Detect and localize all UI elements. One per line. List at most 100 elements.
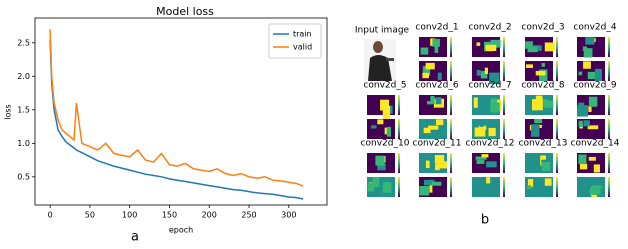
layer-label: conv2d_13 [519,139,568,149]
map-blob [531,124,540,137]
map-blob [430,96,435,104]
feature-map [525,37,558,57]
map-blob [583,48,593,58]
map-blob [382,182,392,193]
map-blob [589,188,601,195]
colorbar [556,61,558,81]
colorbar [398,177,400,197]
feature-map [525,153,558,173]
map-blob [578,120,583,128]
feature-map [419,37,452,57]
layer-label: conv2d_7 [468,81,511,91]
map-blob [420,47,429,55]
x-tick-label: 0 [48,211,53,220]
map-blob [578,102,585,109]
map-blob [538,124,542,128]
map-blob [476,69,481,76]
feature-map [577,37,610,58]
feature-map [525,119,558,139]
map-blob [423,127,431,134]
map-blob [489,72,500,85]
map-blob [543,100,554,108]
map-blob [425,62,435,70]
panel-label: b [481,213,489,228]
colorbar [503,177,505,197]
map-blob [423,179,435,186]
feature-map [472,95,505,115]
feature-map [419,177,452,197]
y-tick-label: 2.0 [17,72,30,81]
colorbar [398,119,400,139]
map-blob [372,177,380,188]
map-blob [384,127,389,135]
colorbar [450,119,452,139]
layer-label: conv2d_5 [363,81,406,91]
map-blob [541,161,551,171]
map-blob [490,39,501,48]
feature-map [472,119,505,139]
map-blob [591,185,603,189]
map-blob [367,182,375,192]
legend-box [268,23,322,59]
map-blob [491,98,498,105]
colorbar [398,95,400,115]
map-blob [583,61,591,69]
map-blob [419,185,430,196]
x-tick-label: 200 [202,211,217,220]
y-tick-label: 0.5 [17,172,30,181]
chart-title: Model loss [156,5,214,18]
feature-map [577,95,610,117]
feature-map [367,119,400,139]
feature-map [577,177,610,198]
map-blob [437,161,448,169]
layer-label: conv2d_14 [571,139,620,149]
panel-label: a [131,230,139,245]
map-blob [434,44,439,53]
map-blob [525,156,531,169]
map-blob [534,119,543,124]
map-blob [486,161,497,168]
map-blob [377,163,386,171]
colorbar [608,153,610,173]
feature-map [472,177,505,197]
feature-map [367,95,400,119]
map-blob [525,41,533,49]
map-blob [437,72,442,81]
colorbar [398,153,400,173]
map-blob [434,155,445,164]
layer-label: conv2d_6 [415,81,458,91]
feature-map [419,153,452,173]
map-blob [535,70,546,76]
feature-map [367,153,400,173]
map-blob [588,96,598,107]
feature-map [525,177,558,197]
map-blob [428,125,439,130]
map-blob [526,64,533,68]
colorbar [503,153,505,173]
legend-label: valid [293,43,312,52]
map-blob [386,126,392,137]
x-tick-label: 50 [85,211,95,220]
map-blob [422,66,431,76]
map-blob [480,71,488,79]
map-blob [380,99,390,111]
colorbar [450,177,452,197]
map-blob [435,97,442,105]
feature-map [525,61,558,82]
colorbar [556,95,558,115]
colorbar [608,37,610,57]
map-blob [587,71,596,80]
map-blob [486,177,491,184]
colorbar [503,61,505,81]
map-blob [588,105,592,113]
map-blob [375,155,385,166]
feature-map [367,177,400,197]
colorbar [556,37,558,57]
map-blob [527,179,534,187]
feature-map [577,61,610,82]
x-tick-label: 150 [162,211,177,220]
colorbar [450,153,452,173]
colorbar [556,153,558,173]
y-tick-label: 2.5 [17,38,30,47]
